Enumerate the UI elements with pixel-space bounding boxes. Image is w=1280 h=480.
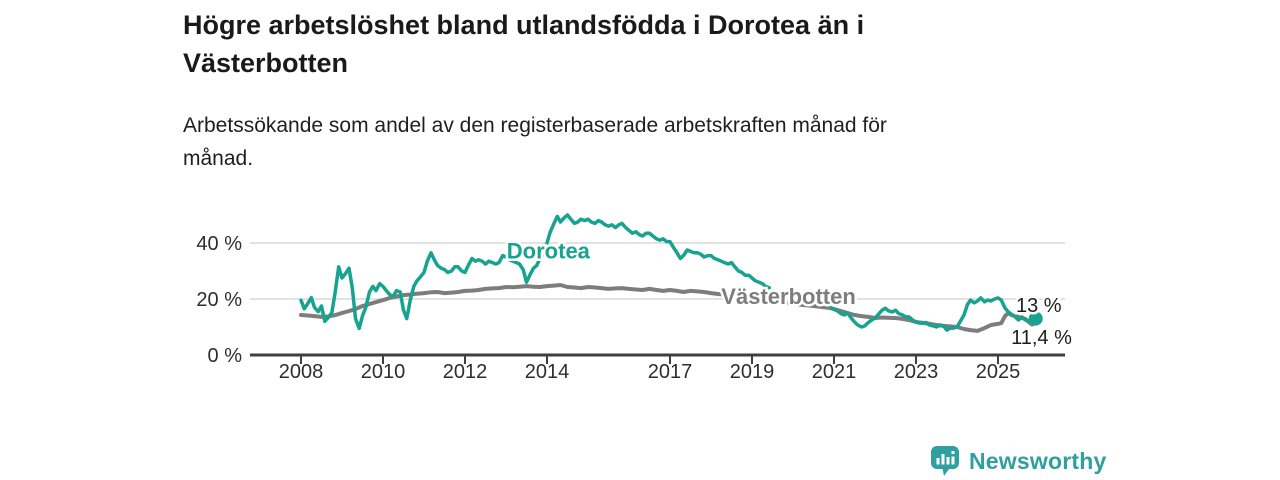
x-tick-label: 2025: [976, 361, 1021, 383]
annotation-label: 13 %: [1016, 295, 1062, 317]
annotation-label: Västerbotten: [721, 284, 855, 309]
y-tick-label: 40 %: [196, 233, 242, 255]
speech-bubble-bar-chart-icon: [931, 446, 959, 476]
x-tick-label: 2023: [894, 361, 939, 383]
x-tick-label: 2012: [443, 361, 488, 383]
chart-area: 0 % 20 % 40 % 2008 2010 2012 2014 2017 2019 2021 2…: [180, 200, 1100, 400]
logo-bubble: [931, 446, 959, 476]
y-tick-label: 20 %: [196, 289, 242, 311]
series-end-dot-dorotea: [1028, 311, 1043, 326]
page-title-line-1: Högre arbetslöshet bland utlandsfödda i …: [183, 10, 865, 40]
y-tick-label: 0 %: [208, 345, 243, 367]
newsworthy-logo-text: Newsworthy: [969, 447, 1107, 474]
x-tick-label: 2021: [812, 361, 857, 383]
chart-subtitle-line-1: Arbetssökande som andel av den registerb…: [183, 114, 887, 137]
line-chart: 0 % 20 % 40 % 2008 2010 2012 2014 2017 2019 2021 2…: [196, 213, 1075, 383]
x-tick-label: 2010: [361, 361, 406, 383]
series-line-dorotea: [299, 213, 771, 331]
chart-subtitle: Arbetssökande som andel av den registerb…: [183, 109, 1043, 175]
annotation-label: Dorotea: [507, 238, 591, 263]
newsworthy-logo: Newsworthy: [930, 444, 1106, 478]
x-tick-label: 2014: [525, 361, 570, 383]
page-title-line-2: Västerbotten: [183, 48, 349, 78]
page-title: Högre arbetslöshet bland utlandsfödda i …: [183, 6, 1013, 82]
x-tick-label: 2008: [279, 361, 324, 383]
annotation-label: 11,4 %: [1011, 327, 1072, 349]
series-line-dorotea: [828, 296, 1038, 332]
x-tick-label: 2019: [730, 361, 775, 383]
chart-subtitle-line-2: månad.: [183, 147, 254, 170]
x-tick-label: 2017: [648, 361, 693, 383]
